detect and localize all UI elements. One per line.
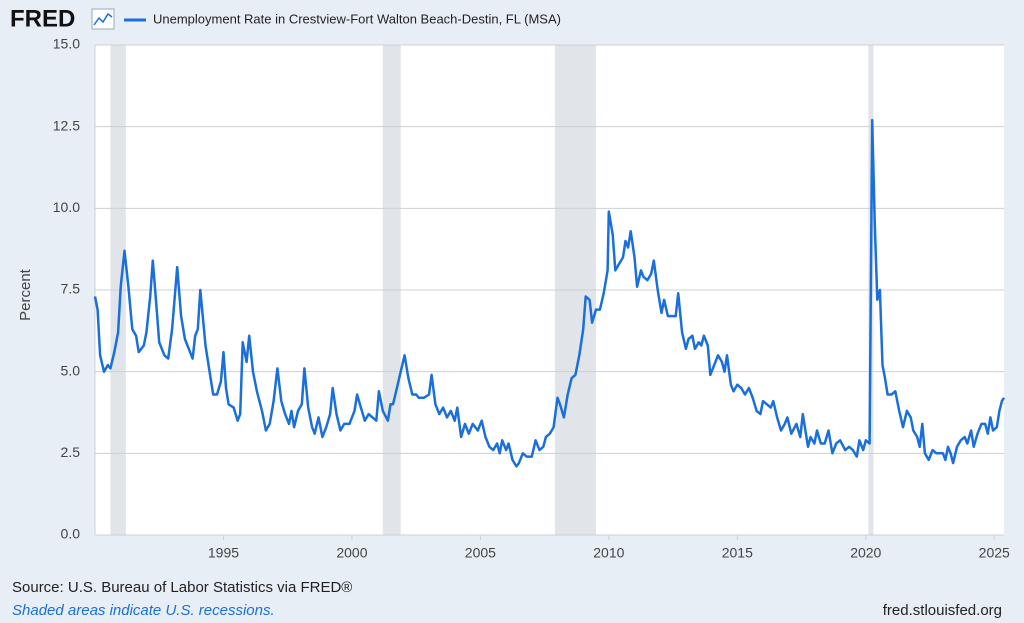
source: Source: U.S. Bureau of Labor Statistics … <box>12 579 352 596</box>
logo[interactable]: FRED <box>10 5 75 32</box>
x-tick-label: 2020 <box>850 545 881 561</box>
x-tick-label: 2010 <box>593 545 624 561</box>
y-axis-label: Percent <box>17 268 34 321</box>
x-tick-label: 1995 <box>208 545 239 561</box>
x-tick-label: 2015 <box>722 545 753 561</box>
y-tick-label: 7.5 <box>61 281 81 297</box>
y-tick-label: 15.0 <box>53 36 80 52</box>
y-tick-label: 0.0 <box>61 526 81 542</box>
y-tick-label: 5.0 <box>61 362 81 378</box>
site-url[interactable]: fred.stlouisfed.org <box>883 602 1002 619</box>
y-tick-label: 10.0 <box>53 199 80 215</box>
legend-label: Unemployment Rate in Crestview-Fort Walt… <box>153 11 561 26</box>
y-tick-label: 12.5 <box>53 117 80 133</box>
x-tick-label: 2025 <box>979 545 1010 561</box>
recession-note: Shaded areas indicate U.S. recessions. <box>12 602 275 619</box>
x-tick-label: 2005 <box>465 545 496 561</box>
x-tick-label: 2000 <box>336 545 367 561</box>
series-line <box>93 118 1006 468</box>
logo-icon <box>91 8 115 30</box>
y-tick-label: 2.5 <box>61 444 81 460</box>
